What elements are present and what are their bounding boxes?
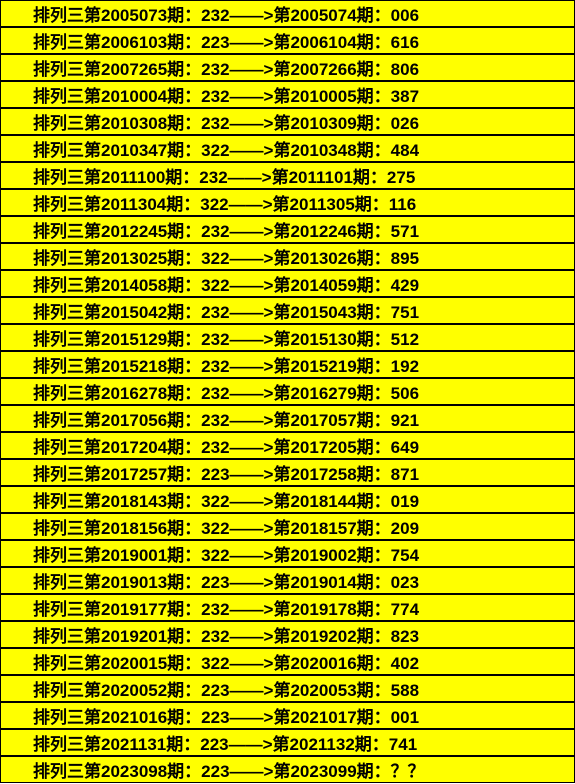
table-row: 排列三第2016278期：232——>第2016279期：506 xyxy=(0,378,575,405)
table-row: 排列三第2017204期：232——>第2017205期：649 xyxy=(0,432,575,459)
table-row: 排列三第2018156期：322——>第2018157期：209 xyxy=(0,513,575,540)
table-row: 排列三第2019177期：232——>第2019178期：774 xyxy=(0,594,575,621)
table-row: 排列三第2015042期：232——>第2015043期：751 xyxy=(0,297,575,324)
table-row: 排列三第2021016期：223——>第2021017期：001 xyxy=(0,702,575,729)
table-row: 排列三第2014058期：322——>第2014059期：429 xyxy=(0,270,575,297)
table-row: 排列三第2012245期：232——>第2012246期：571 xyxy=(0,216,575,243)
table-row: 排列三第2013025期：322——>第2013026期：895 xyxy=(0,243,575,270)
table-row: 排列三第2017257期：223——>第2017258期：871 xyxy=(0,459,575,486)
table-row: 排列三第2011100期：232——>第2011101期：275 xyxy=(0,162,575,189)
table-row: 排列三第2005073期：232——>第2005074期：006 xyxy=(0,0,575,27)
table-row: 排列三第2020015期：322——>第2020016期：402 xyxy=(0,648,575,675)
table-row: 排列三第2015129期：232——>第2015130期：512 xyxy=(0,324,575,351)
table-row: 排列三第2010004期：232——>第2010005期：387 xyxy=(0,81,575,108)
table-row: 排列三第2019013期：223——>第2019014期：023 xyxy=(0,567,575,594)
lottery-table: 排列三第2005073期：232——>第2005074期：006排列三第2006… xyxy=(0,0,575,783)
table-row: 排列三第2018143期：322——>第2018144期：019 xyxy=(0,486,575,513)
table-row: 排列三第2020052期：223——>第2020053期：588 xyxy=(0,675,575,702)
table-row: 排列三第2006103期：223——>第2006104期：616 xyxy=(0,27,575,54)
table-row: 排列三第2015218期：232——>第2015219期：192 xyxy=(0,351,575,378)
table-row: 排列三第2023098期：223——>第2023099期：？？ xyxy=(0,756,575,783)
table-row: 排列三第2007265期：232——>第2007266期：806 xyxy=(0,54,575,81)
table-row: 排列三第2010308期：232——>第2010309期：026 xyxy=(0,108,575,135)
table-row: 排列三第2021131期：223——>第2021132期：741 xyxy=(0,729,575,756)
table-row: 排列三第2010347期：322——>第2010348期：484 xyxy=(0,135,575,162)
table-row: 排列三第2019001期：322——>第2019002期：754 xyxy=(0,540,575,567)
table-row: 排列三第2017056期：232——>第2017057期：921 xyxy=(0,405,575,432)
table-row: 排列三第2011304期：322——>第2011305期：116 xyxy=(0,189,575,216)
table-row: 排列三第2019201期：232——>第2019202期：823 xyxy=(0,621,575,648)
